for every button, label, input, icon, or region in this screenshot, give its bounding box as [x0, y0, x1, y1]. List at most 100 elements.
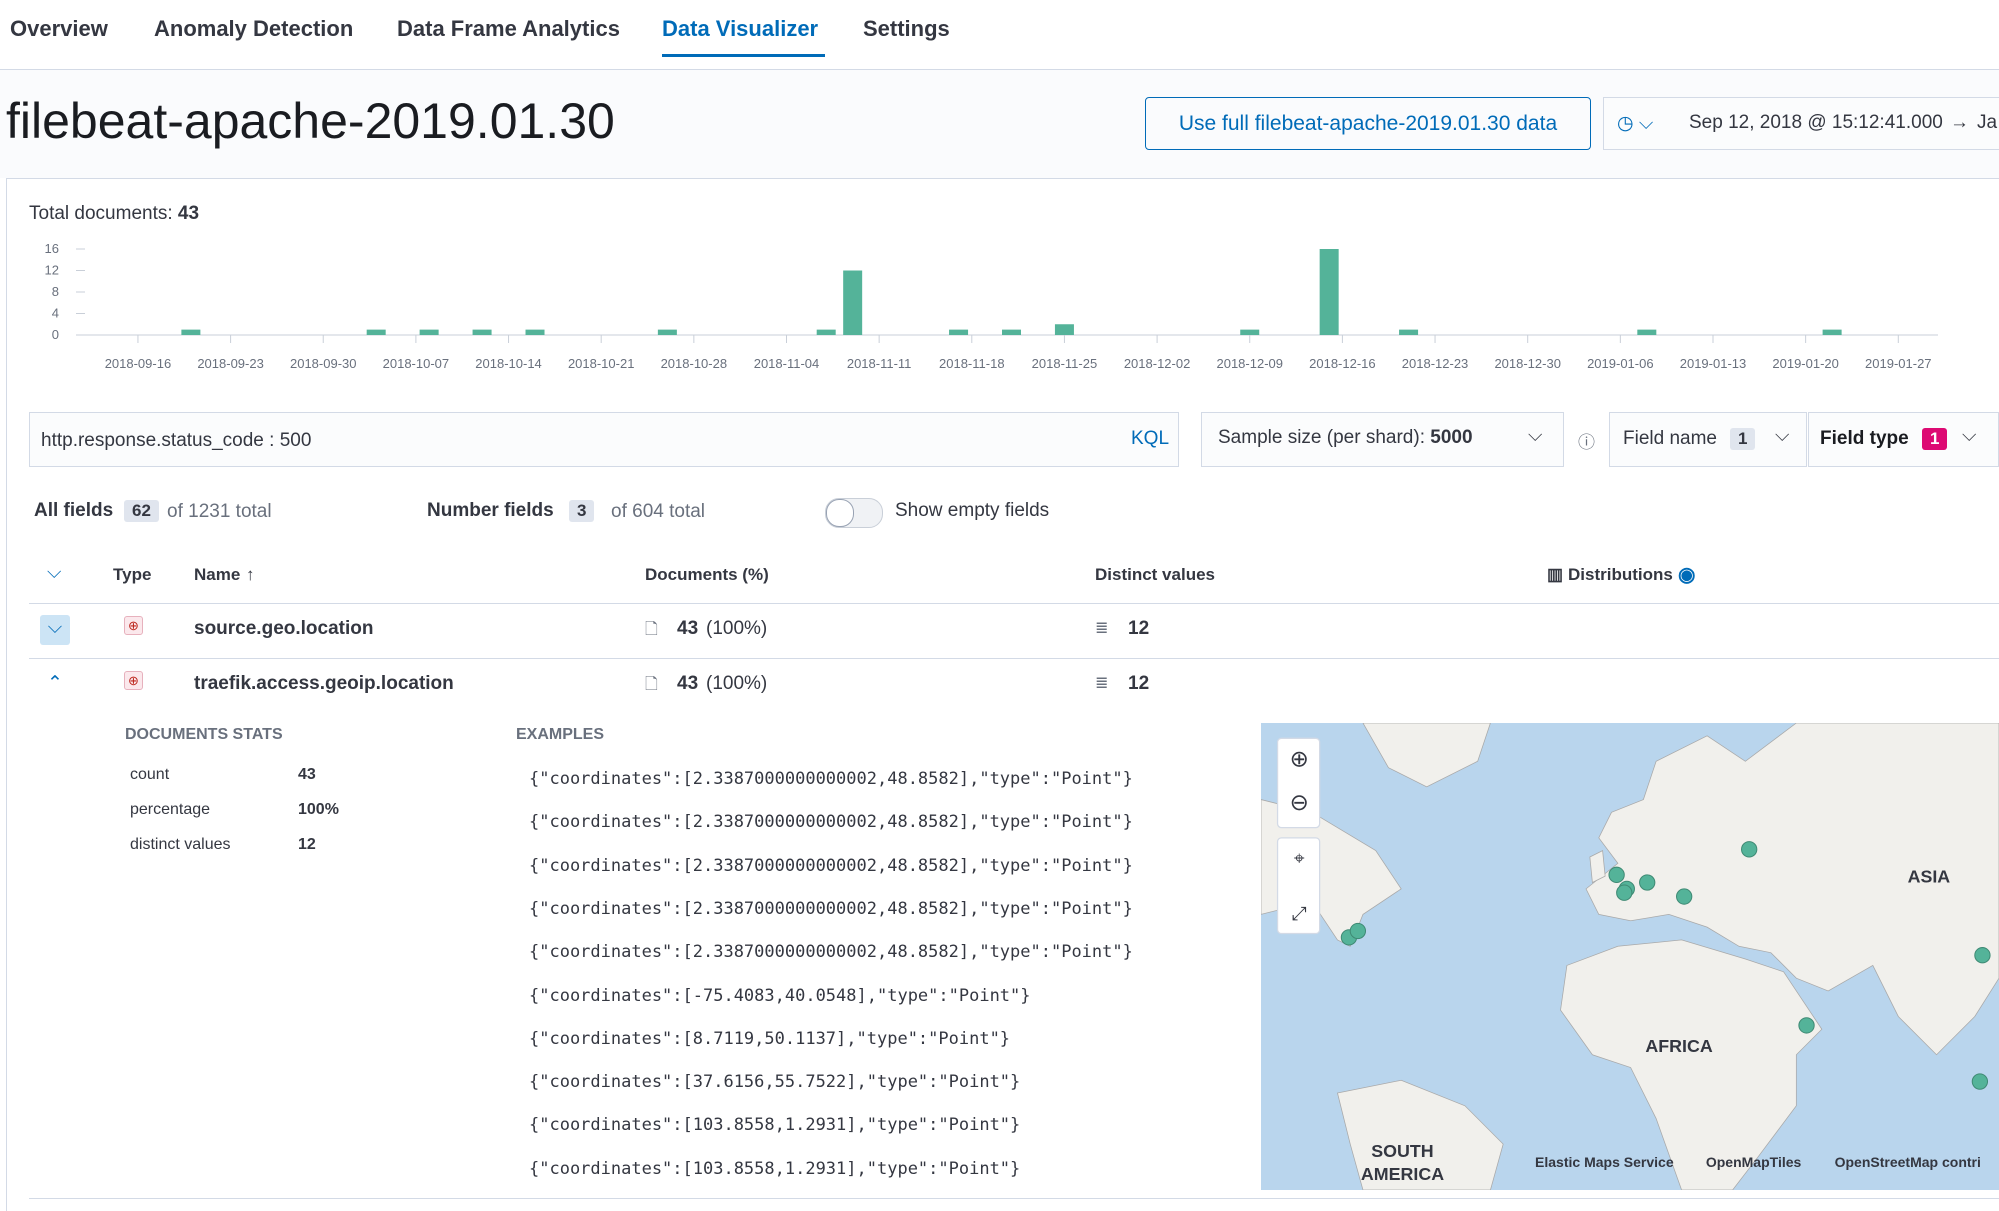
x-tick-label: 2018-09-16: [105, 356, 172, 371]
query-language[interactable]: KQL: [1131, 428, 1170, 449]
header-distinct[interactable]: Distinct values: [1095, 565, 1215, 584]
sample-size-select[interactable]: [1201, 412, 1564, 467]
x-tick-label: 2019-01-27: [1865, 356, 1932, 371]
sample-size[interactable]: Sample size (per shard): 5000: [1218, 427, 1473, 449]
x-tick-label: 2018-10-07: [383, 356, 450, 371]
header-name[interactable]: Name: [194, 565, 241, 584]
x-tick-label: 2019-01-20: [1772, 356, 1839, 371]
x-tick-label: 2018-11-11: [847, 356, 912, 371]
db-icon: ≣: [1095, 620, 1109, 637]
chart: 0 4 8 12 16 2018-09-16 2018-09-23 2018-09-30 201…: [45, 241, 1938, 371]
stat-label: distinct values: [130, 836, 231, 853]
map[interactable]: ⊕ ⊖ ⌖ ⤢ ASIA AFRICA SOUTH AMERICA Elasti…: [1261, 723, 1999, 1190]
example: {"coordinates":[2.3387000000000002,48.85…: [529, 812, 1133, 833]
eye-icon[interactable]: ◉: [1678, 564, 1696, 586]
help-icon[interactable]: ⓘ: [1578, 433, 1595, 452]
bar: [472, 329, 492, 335]
distribution-icon: ▥: [1547, 565, 1564, 584]
svg-text:⊕: ⊕: [1290, 745, 1309, 771]
expand-row[interactable]: ⌵: [40, 615, 70, 645]
field-name-count: 1: [1730, 428, 1756, 450]
chevron: ⌵: [1962, 425, 1977, 446]
attribution[interactable]: OpenMapTiles: [1706, 1154, 1802, 1170]
row-divider: [29, 1198, 1999, 1199]
header-type[interactable]: Type: [113, 565, 152, 584]
x-tick-label: 2018-09-30: [290, 356, 357, 371]
toggle-label[interactable]: Show empty fields: [895, 500, 1050, 521]
total-value: 43: [177, 203, 200, 224]
row-divider: [29, 603, 1999, 604]
date-picker[interactable]: [1603, 97, 1999, 150]
sort-icon: ↑: [246, 565, 255, 584]
header-distributions: Distributions: [1568, 565, 1673, 584]
map-points: [1340, 841, 1991, 1090]
number-fields-count: 3: [569, 500, 595, 522]
use-full-data-button[interactable]: Use full filebeat-apache-2019.01.30 data: [1145, 97, 1591, 150]
doc-icon: 🗋: [645, 676, 658, 693]
tab[interactable]: Data Frame Analytics: [397, 16, 620, 41]
header-documents[interactable]: Documents (%): [645, 565, 769, 584]
total-label: Total documents:: [29, 203, 173, 224]
example: {"coordinates":[8.7119,50.1137],"type":"…: [529, 1028, 1011, 1049]
bar: [1240, 329, 1260, 335]
chevron: ⌵: [1775, 425, 1790, 446]
x-tick-label: 2018-10-14: [475, 356, 542, 371]
example: {"coordinates":[103.8558,1.2931],"type":…: [529, 1158, 1021, 1179]
stat-label: percentage: [130, 801, 211, 818]
tab[interactable]: Data Visualizer: [662, 16, 819, 41]
query-text[interactable]: http.response.status_code : 500: [41, 430, 312, 451]
collapse-row[interactable]: ⌃: [47, 673, 63, 694]
doc-count: 43: [677, 618, 699, 639]
empty-fields-toggle[interactable]: [825, 498, 883, 528]
example: {"coordinates":[2.3387000000000002,48.85…: [529, 898, 1133, 919]
db-icon: ≣: [1095, 675, 1109, 692]
expand-all[interactable]: ⌵: [47, 562, 62, 583]
y-tick-label: 0: [52, 327, 59, 342]
examples-title: EXAMPLES: [516, 726, 605, 743]
svg-text:⌖: ⌖: [1294, 849, 1305, 870]
stat-value: 100%: [298, 801, 339, 818]
bar: [949, 329, 969, 335]
field-type-filter[interactable]: [1808, 412, 1999, 467]
field-name-label[interactable]: Field name: [1623, 428, 1717, 449]
chevron: ⌵: [1528, 425, 1543, 446]
field-type-label[interactable]: Field type: [1820, 428, 1909, 449]
tab[interactable]: Settings: [863, 16, 950, 41]
field-name: source.geo.location: [194, 618, 374, 639]
x-tick-label: 2018-12-23: [1402, 356, 1469, 371]
y-tick-label: 16: [45, 241, 59, 256]
query-bar[interactable]: [29, 412, 1179, 467]
date-end[interactable]: Ja: [1977, 112, 1998, 133]
map-controls[interactable]: ⊕ ⊖ ⌖ ⤢: [1276, 737, 1321, 935]
attribution[interactable]: Elastic Maps Service: [1535, 1154, 1674, 1170]
bar: [1054, 324, 1074, 335]
doc-icon: 🗋: [645, 621, 658, 638]
x-tick-label: 2018-11-04: [754, 356, 820, 371]
tab[interactable]: Anomaly Detection: [154, 16, 354, 41]
y-tick-label: 4: [52, 306, 59, 321]
example: {"coordinates":[2.3387000000000002,48.85…: [529, 855, 1133, 876]
bar: [181, 329, 201, 335]
map-label: ASIA: [1908, 866, 1951, 886]
field-name-filter[interactable]: [1609, 412, 1807, 467]
calendar-icon[interactable]: ◷ ⌵: [1617, 113, 1654, 134]
x-tick-label: 2019-01-06: [1587, 356, 1654, 371]
x-tick-label: 2018-12-30: [1494, 356, 1561, 371]
y-tick-label: 12: [45, 263, 59, 278]
attribution[interactable]: OpenStreetMap contri: [1835, 1154, 1981, 1170]
x-tick-label: 2018-12-16: [1309, 356, 1376, 371]
sample-value: 5000: [1430, 427, 1473, 448]
example: {"coordinates":[103.8558,1.2931],"type":…: [529, 1115, 1021, 1136]
bar: [843, 270, 863, 335]
doc-percent: (100%): [706, 618, 768, 639]
example: {"coordinates":[2.3387000000000002,48.85…: [529, 769, 1133, 789]
bar: [366, 329, 386, 335]
map-label: AMERICA: [1361, 1164, 1444, 1184]
bar: [816, 329, 836, 335]
tab[interactable]: Overview: [10, 16, 108, 41]
date-start[interactable]: Sep 12, 2018 @ 15:12:41.000: [1689, 112, 1943, 133]
active-tab-underline: [662, 54, 825, 57]
bar: [1822, 329, 1842, 335]
